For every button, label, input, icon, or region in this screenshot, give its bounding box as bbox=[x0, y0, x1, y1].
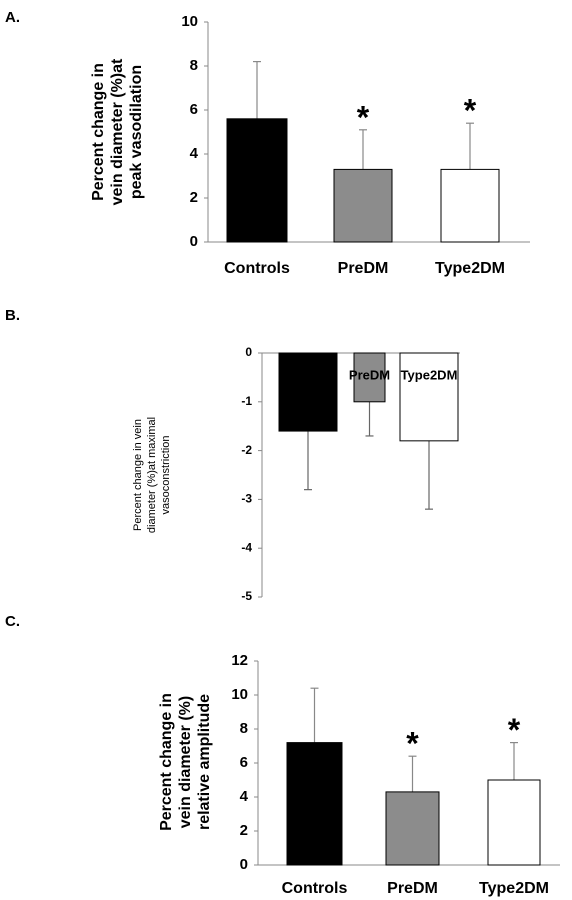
x-tick-label: Controls bbox=[281, 367, 334, 382]
y-tick-label: -5 bbox=[241, 589, 252, 603]
y-axis-label: vasoconstriction bbox=[160, 436, 172, 515]
y-tick-label: -3 bbox=[241, 492, 252, 506]
y-tick-label: 4 bbox=[240, 788, 249, 805]
y-axis-label: Percent change in vein bbox=[132, 419, 144, 531]
y-axis-label: Percent change in bbox=[158, 693, 175, 831]
panel-label: C. bbox=[5, 613, 20, 630]
y-tick-label: 6 bbox=[190, 101, 198, 118]
y-tick-label: 6 bbox=[240, 754, 248, 771]
y-tick-label: -2 bbox=[241, 443, 252, 457]
y-tick-label: 2 bbox=[240, 822, 248, 839]
bar bbox=[385, 791, 440, 866]
significance-marker: * bbox=[406, 726, 419, 762]
y-tick-label: 8 bbox=[240, 720, 248, 737]
panel-label: A. bbox=[5, 9, 20, 26]
y-axis-label: relative amplitude bbox=[196, 694, 213, 830]
y-axis-label: vein diameter (%) bbox=[177, 696, 194, 828]
bar bbox=[286, 742, 343, 866]
bar bbox=[333, 168, 393, 243]
y-tick-label: 12 bbox=[231, 652, 248, 669]
y-axis-label: vein diameter (%)at bbox=[109, 58, 126, 205]
panel-label: B. bbox=[5, 307, 20, 324]
y-axis-label: peak vasodilation bbox=[128, 65, 145, 199]
y-tick-label: 10 bbox=[181, 13, 198, 30]
y-axis-label: Percent change in bbox=[90, 63, 107, 201]
bar bbox=[440, 168, 500, 243]
y-tick-label: -4 bbox=[241, 540, 252, 554]
x-tick-label: Controls bbox=[224, 260, 290, 277]
bar bbox=[353, 352, 386, 403]
y-tick-label: 2 bbox=[190, 189, 198, 206]
bar bbox=[226, 118, 288, 243]
y-axis-label: diameter (%)at maximal bbox=[146, 417, 158, 533]
x-tick-label: PreDM bbox=[338, 260, 389, 277]
bar bbox=[399, 352, 459, 442]
y-tick-label: -1 bbox=[241, 394, 252, 408]
y-tick-label: 0 bbox=[240, 856, 248, 873]
y-tick-label: 8 bbox=[190, 57, 198, 74]
y-tick-label: 0 bbox=[190, 233, 198, 250]
y-tick-label: 4 bbox=[190, 145, 199, 162]
y-tick-label: 10 bbox=[231, 686, 248, 703]
bar bbox=[278, 352, 338, 432]
x-tick-label: PreDM bbox=[349, 367, 390, 382]
y-tick-label: 0 bbox=[245, 345, 252, 359]
x-tick-label: Type2DM bbox=[479, 880, 549, 897]
x-tick-label: Type2DM bbox=[401, 367, 458, 382]
significance-marker: * bbox=[464, 93, 477, 129]
bar bbox=[487, 779, 541, 866]
x-tick-label: Type2DM bbox=[435, 260, 505, 277]
significance-marker: * bbox=[508, 712, 521, 748]
significance-marker: * bbox=[357, 99, 370, 135]
x-tick-label: PreDM bbox=[387, 880, 438, 897]
x-tick-label: Controls bbox=[282, 880, 348, 897]
